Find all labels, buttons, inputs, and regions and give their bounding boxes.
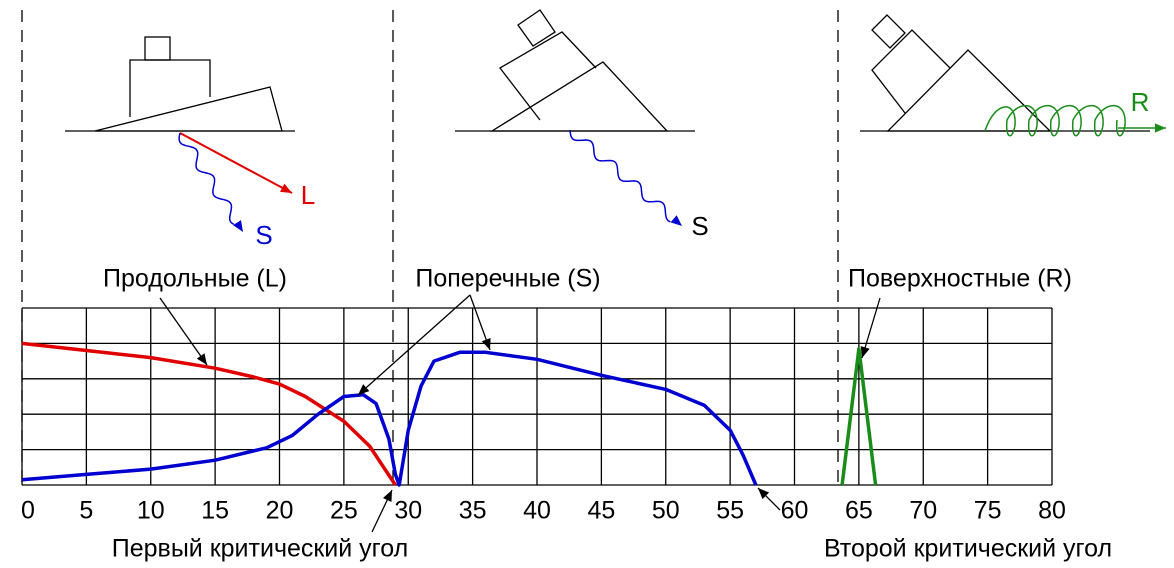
probe-1: [65, 36, 295, 132]
arrow-head: [383, 490, 392, 502]
probe-2: [455, 9, 695, 132]
x-tick-label: 80: [1038, 497, 1066, 525]
x-tick-label: 75: [974, 497, 1002, 525]
arrow-head: [1154, 123, 1166, 133]
x-tick-label: 20: [266, 497, 294, 525]
series-line: [21, 350, 758, 487]
arrow-head: [280, 183, 292, 193]
x-tick-label: 60: [781, 497, 809, 525]
wave-label: S: [255, 220, 272, 250]
x-tick-label: 5: [79, 497, 93, 525]
annotation: Первый критический угол: [112, 535, 408, 563]
legend-label: Поверхностные (R): [848, 265, 1072, 293]
arrow-head: [233, 220, 243, 232]
wave-label: L: [301, 180, 315, 210]
arrow-head: [196, 353, 207, 365]
arrow: [357, 294, 471, 396]
arrow: [179, 132, 293, 194]
x-tick-label: 45: [587, 497, 615, 525]
x-tick-label: 35: [459, 497, 487, 525]
x-tick-label: 65: [845, 497, 873, 525]
arrow-head: [358, 384, 370, 395]
x-tick-label: 25: [330, 497, 358, 525]
x-tick-label: 70: [909, 497, 937, 525]
arrow-head: [670, 215, 682, 226]
wave: [178, 132, 235, 225]
x-tick-label: 10: [137, 497, 165, 525]
decorations: [178, 104, 1166, 232]
wave-label: S: [691, 211, 708, 241]
legend-label: Продольные (L): [103, 265, 287, 293]
legend-label: Поперечные (S): [415, 265, 600, 293]
series-line: [840, 346, 878, 486]
arrow-head: [758, 488, 770, 500]
arrow-head: [481, 338, 491, 350]
x-tick-label: 50: [652, 497, 680, 525]
x-tick-label: 0: [21, 497, 35, 525]
arrow-head: [860, 346, 870, 358]
x-tick-label: 40: [523, 497, 551, 525]
wave-label: R: [1131, 87, 1150, 117]
spiral: [984, 104, 1126, 137]
arrow: [159, 297, 208, 366]
x-tick-label: 30: [394, 497, 422, 525]
series-line: [21, 341, 397, 486]
annotation: Второй критический угол: [824, 535, 1112, 563]
wave: [569, 129, 671, 223]
x-tick-label: 55: [716, 497, 744, 525]
probe-3: [860, 14, 1150, 132]
x-tick-label: 15: [201, 497, 229, 525]
